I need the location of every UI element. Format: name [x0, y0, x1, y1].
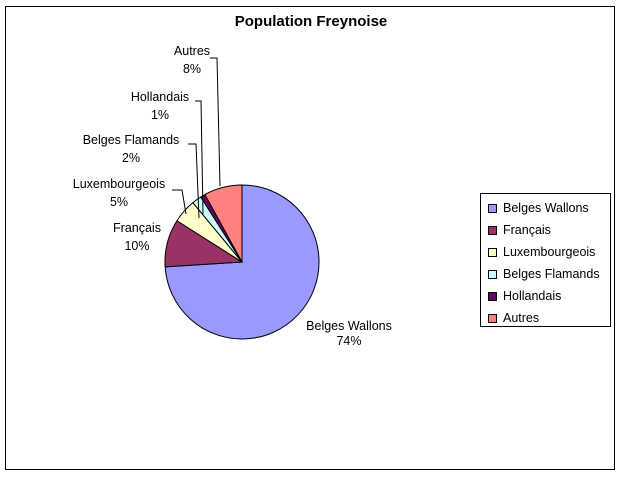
- legend-item-belges-flamands: Belges Flamands: [488, 266, 600, 282]
- legend-swatch-luxembourgeois: [488, 247, 497, 257]
- legend-swatch-belges-flamands: [488, 269, 497, 279]
- legend-swatch-autres: [488, 313, 497, 323]
- leader-line-hollandais: [195, 100, 204, 215]
- legend-item-fran-ais: Français: [488, 222, 551, 238]
- legend-item-hollandais: Hollandais: [488, 288, 561, 304]
- slice-label-name-belges-wallons: Belges Wallons: [306, 319, 392, 333]
- legend-item-luxembourgeois: Luxembourgeois: [488, 244, 595, 260]
- chart-title: Population Freynoise: [234, 13, 388, 30]
- slice-label-name-hollandais: Hollandais: [131, 90, 189, 104]
- legend-item-belges-wallons: Belges Wallons: [488, 200, 589, 216]
- legend-label-belges-flamands: Belges Flamands: [503, 267, 600, 281]
- legend-label-hollandais: Hollandais: [503, 289, 562, 303]
- legend-label-autres: Autres: [503, 311, 540, 325]
- legend-label-luxembourgeois: Luxembourgeois: [503, 245, 596, 259]
- legend-label-fran-ais: Français: [503, 223, 551, 237]
- legend-item-autres: Autres: [488, 310, 539, 326]
- leader-line-luxembourgeois: [172, 189, 187, 215]
- legend-swatch-fran-ais: [488, 225, 497, 235]
- slice-label-value-belges-flamands: 2%: [122, 151, 140, 165]
- slice-label-value-fran-ais: 10%: [124, 239, 149, 253]
- pie-slice-autres: [204, 184, 243, 263]
- slice-label-name-belges-flamands: Belges Flamands: [83, 133, 180, 147]
- legend-label-belges-wallons: Belges Wallons: [503, 201, 589, 215]
- legend-swatch-hollandais: [488, 291, 497, 301]
- leader-line-belges-flamands: [188, 143, 200, 219]
- slice-label-value-luxembourgeois: 5%: [110, 195, 128, 209]
- slice-label-name-fran-ais: Français: [113, 221, 161, 235]
- legend: Belges Wallons Français Luxembourgeois Belg…: [480, 193, 611, 327]
- legend-swatch-belges-wallons: [488, 203, 497, 213]
- leader-line-autres: [210, 57, 221, 187]
- slice-label-value-hollandais: 1%: [151, 108, 169, 122]
- slice-label-name-luxembourgeois: Luxembourgeois: [73, 177, 165, 191]
- slice-label-value-autres: 8%: [183, 62, 201, 76]
- slice-label-name-autres: Autres: [174, 44, 210, 58]
- slice-label-value-belges-wallons: 74%: [336, 334, 361, 348]
